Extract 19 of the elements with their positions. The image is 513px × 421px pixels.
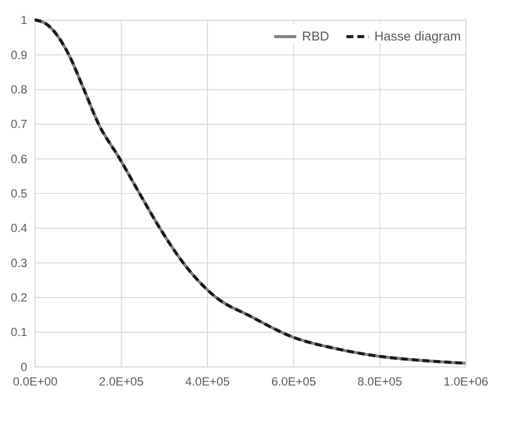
y-tick-label: 0.1 bbox=[10, 325, 28, 340]
y-tick-label: 0.8 bbox=[10, 82, 28, 97]
y-tick-label: 0.4 bbox=[10, 221, 28, 236]
legend-label: RBD bbox=[302, 28, 330, 44]
y-tick-label: 0.9 bbox=[10, 48, 28, 62]
x-tick-label: 8.0E+05 bbox=[358, 374, 402, 389]
y-tick-label: 0.3 bbox=[10, 256, 28, 270]
x-tick-label: 1.0E+06 bbox=[444, 374, 489, 389]
x-tick-label: 6.0E+05 bbox=[271, 374, 316, 389]
y-tick-label: 0 bbox=[20, 360, 28, 374]
y-tick-label: 0.6 bbox=[10, 152, 28, 166]
legend-label: Hasse diagram bbox=[374, 28, 461, 44]
x-tick-label: 2.0E+05 bbox=[99, 374, 144, 389]
y-tick-label: 1 bbox=[20, 13, 28, 28]
x-tick-label: 4.0E+05 bbox=[185, 374, 230, 389]
y-tick-label: 0.5 bbox=[10, 186, 28, 201]
y-tick-label: 0.2 bbox=[10, 290, 28, 305]
x-tick-label: 0.0E+00 bbox=[12, 374, 58, 389]
y-tick-label: 0.7 bbox=[10, 117, 28, 132]
